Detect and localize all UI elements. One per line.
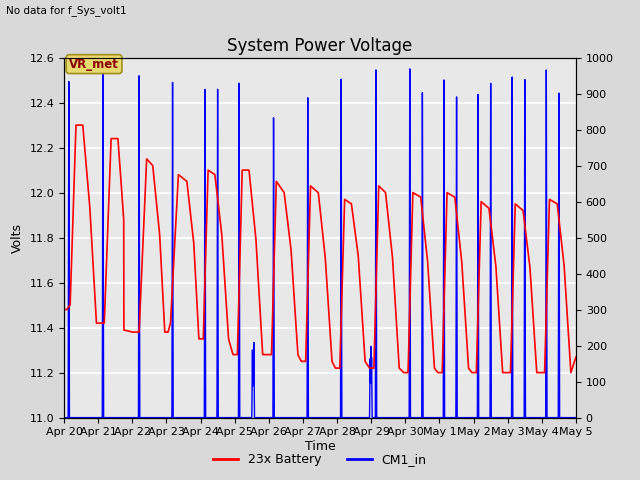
Text: No data for f_Sys_volt1: No data for f_Sys_volt1 [6, 5, 127, 16]
Title: System Power Voltage: System Power Voltage [227, 36, 413, 55]
X-axis label: Time: Time [305, 440, 335, 453]
Y-axis label: Volts: Volts [11, 223, 24, 252]
Legend: 23x Battery, CM1_in: 23x Battery, CM1_in [208, 448, 432, 471]
Text: VR_met: VR_met [69, 58, 119, 71]
